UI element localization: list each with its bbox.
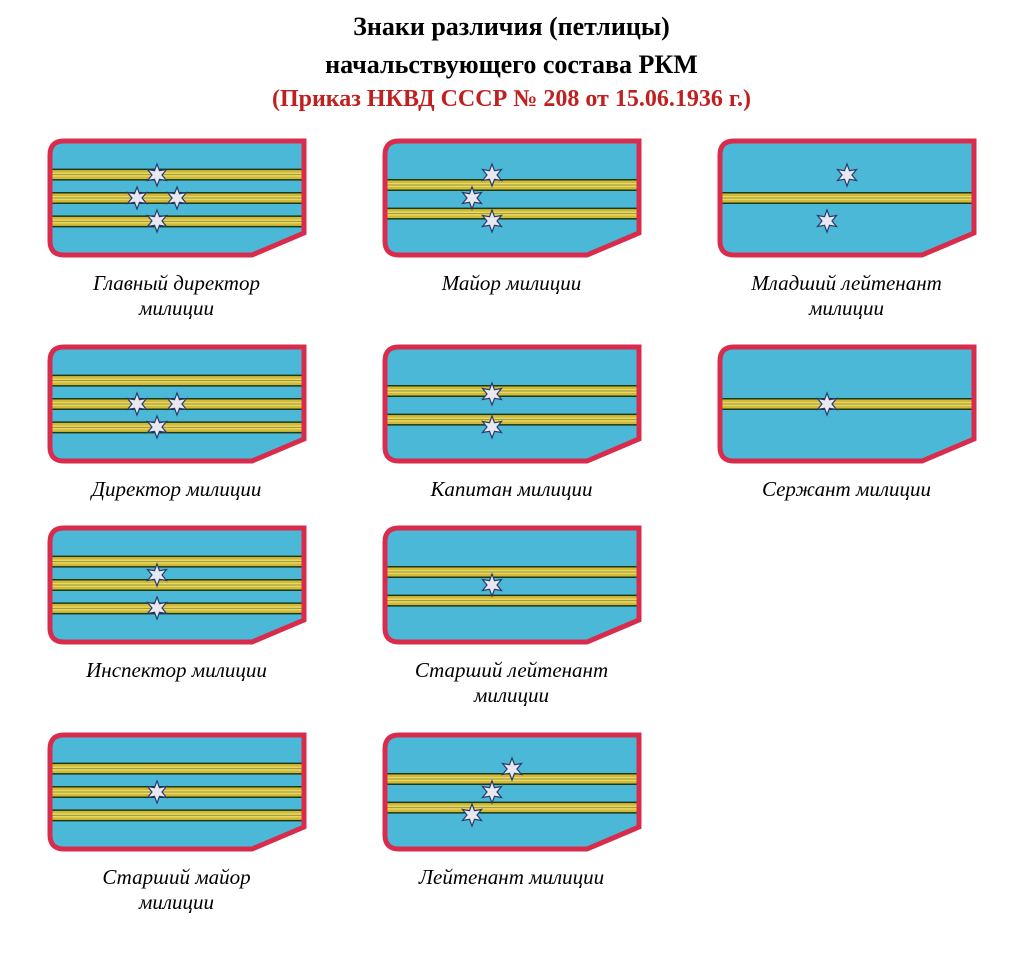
collar-tab-starshiy-leytenant [377,520,647,650]
rank-cell-inspektor: Инспектор милиции [22,520,332,708]
collar-tab-mayor [377,133,647,263]
header: Знаки различия (петлицы) начальствующего… [20,10,1003,113]
rank-caption: Старший майормилиции [102,865,250,915]
rank-cell-kapitan: Капитан милиции [357,339,667,502]
rank-cell-mladshiy-leytenant: Младший лейтенантмилиции [692,133,1002,321]
collar-tab-serzhant [712,339,982,469]
collar-tab-kapitan [377,339,647,469]
rank-cell-leytenant: Лейтенант милиции [357,727,667,915]
rank-caption: Инспектор милиции [86,658,267,683]
rank-caption: Главный директормилиции [93,271,260,321]
rank-cell-starshiy-mayor: Старший майормилиции [22,727,332,915]
collar-tab-starshiy-mayor [42,727,312,857]
rank-caption: Младший лейтенантмилиции [751,271,942,321]
collar-tab-mladshiy-leytenant [712,133,982,263]
rank-caption: Капитан милиции [430,477,592,502]
rank-cell-starshiy-leytenant: Старший лейтенантмилиции [357,520,667,708]
collar-tab-leytenant [377,727,647,857]
rank-caption: Майор милиции [442,271,582,296]
rank-cell-glavny-direktor: Главный директормилиции [22,133,332,321]
rank-grid: Главный директормилиции Майор милиции [20,133,1003,915]
title-line1: Знаки различия (петлицы) [20,10,1003,44]
title-line2: начальствующего состава РКМ [20,48,1003,82]
rank-cell-mayor: Майор милиции [357,133,667,321]
subtitle: (Приказ НКВД СССР № 208 от 15.06.1936 г.… [20,86,1003,113]
rank-caption: Сержант милиции [762,477,931,502]
rank-cell-serzhant: Сержант милиции [692,339,1002,502]
collar-tab-glavny-direktor [42,133,312,263]
rank-caption: Старший лейтенантмилиции [415,658,608,708]
rank-caption: Директор милиции [92,477,262,502]
collar-tab-inspektor [42,520,312,650]
rank-caption: Лейтенант милиции [419,865,604,890]
rank-cell-direktor: Директор милиции [22,339,332,502]
collar-tab-direktor [42,339,312,469]
